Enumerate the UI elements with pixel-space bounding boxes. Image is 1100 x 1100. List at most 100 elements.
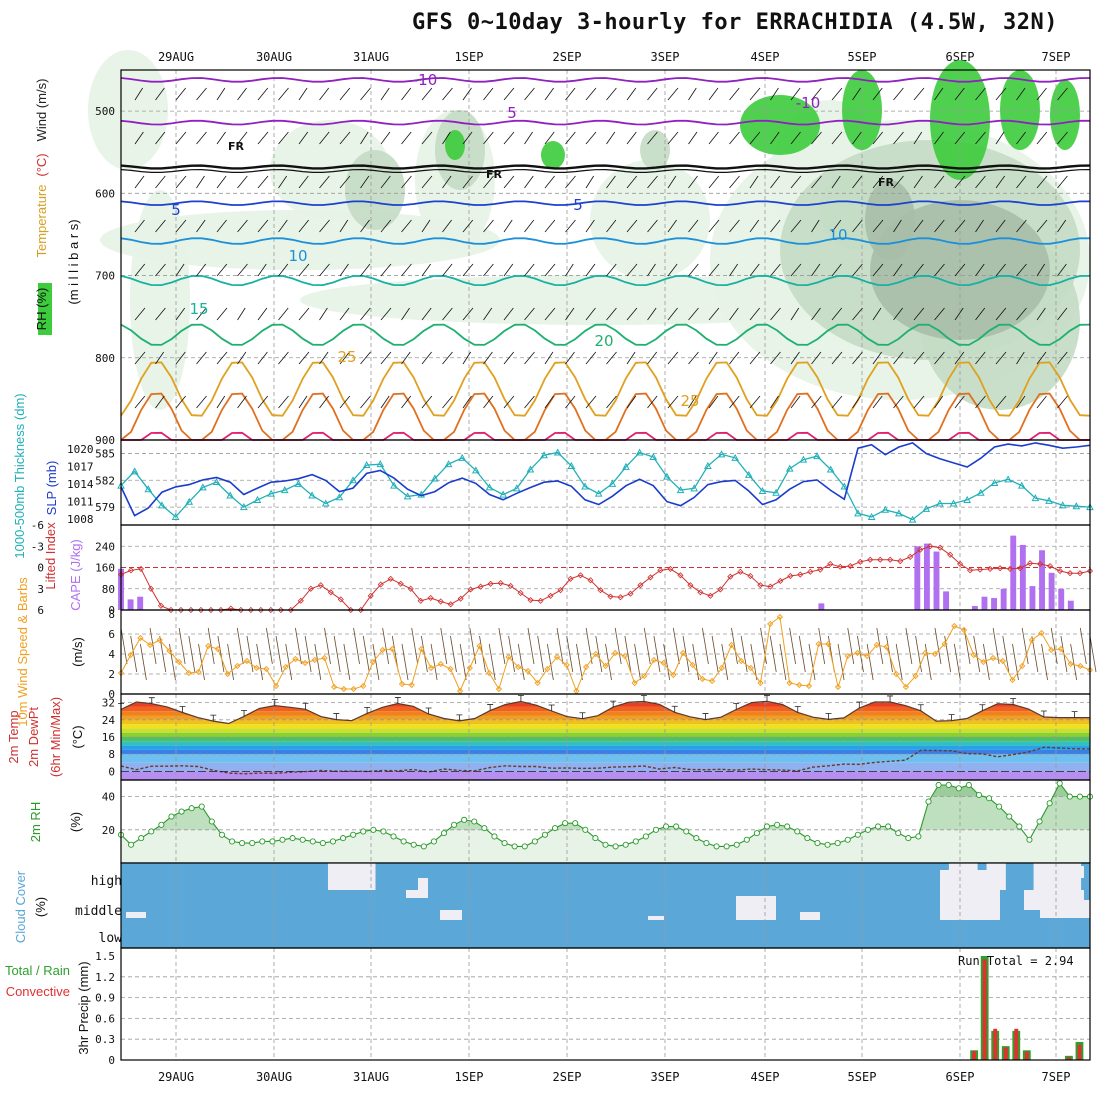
thickness-point [431,474,439,482]
wind-speed-point [311,656,318,664]
rh-point [1006,813,1013,820]
cape-bar [933,551,940,610]
thickness-point [130,467,139,475]
thickness-point [144,485,153,493]
wind-barb [667,175,677,189]
wind-barb [1016,395,1026,409]
temp-minmax-marker [1010,698,1017,705]
wind-speed-point [398,680,406,688]
wind-speed-point [592,650,599,658]
wind-speed-point [670,671,677,679]
wind-barb [134,395,146,409]
axis-label: (%) [68,812,83,832]
thickness-point [949,499,958,507]
wind-barb [1079,627,1087,665]
wind-barb [353,627,360,665]
panel-frame [120,609,1091,695]
wind-barb [770,351,781,365]
lifted-index-point [887,556,894,563]
rh-point [693,835,700,842]
wind-barb [924,643,932,681]
cloud-gap-cell [648,916,664,920]
lifted-index-point [507,582,514,589]
wind-barb [339,395,351,409]
thickness-point [854,509,862,517]
wind-barb [421,87,433,101]
wind-barb [319,219,330,233]
wind-speed-point [476,642,483,650]
wind-barb [257,87,269,101]
rh-point [158,821,165,828]
wind-barb [749,219,760,233]
wind-speed-point [708,677,716,685]
wind-barb [847,627,855,665]
wind-barb [298,131,309,145]
wind-barb [442,351,453,365]
rh-shading [345,150,405,230]
wind-barb [934,131,944,145]
wind-barb [237,175,248,189]
rh-point [521,843,528,850]
rh-point [340,835,347,842]
wind-barb [1089,635,1097,673]
wind-barb [442,263,453,277]
chart-title: GFS 0~10day 3-hourly for ERRACHIDIA (4.5… [412,10,1059,35]
wind-barb [954,175,966,189]
wind-speed-point [524,667,532,675]
rh-shading [740,95,820,155]
wind-barb [647,131,658,145]
wind-barb [995,307,1007,321]
cape-bar [943,591,950,610]
date-label-top: 1SEP [455,50,484,64]
rh-band-high [121,783,1090,797]
wind-barb [585,219,595,233]
rh-point [188,805,195,812]
wind-barb [954,87,965,101]
wind-barb [975,263,985,277]
wind-speed-point [243,657,251,665]
rh-point [168,813,175,820]
isotherm-label: 25 [680,392,699,410]
cape-bar [1029,586,1036,610]
wind-barb [913,263,924,277]
date-label-bottom: 30AUG [256,1070,292,1084]
high-cloud-cell [995,863,1006,890]
wind-speed-point [166,647,173,655]
wind-barb [188,635,196,673]
date-label-bottom: 4SEP [751,1070,780,1084]
lifted-index-point [627,590,634,597]
wind-barb [729,131,740,145]
thickness-point [867,512,876,520]
wind-barb [740,635,748,673]
wind-speed-point [844,652,851,660]
wind-barb [626,219,638,233]
wind-barb [155,131,166,145]
rh-point [1036,818,1043,825]
rh-point [299,836,306,843]
rh-point [279,836,286,843]
axis-label: 2m DewPt [26,707,41,767]
rh-point [1056,780,1063,787]
wind-barb [667,87,679,101]
y-tick-label: 700 [95,270,115,283]
wind-barb [585,87,597,101]
wind-barb [155,263,166,277]
lifted-index-point [577,572,584,579]
wind-barb [462,395,472,409]
rh-point [531,838,538,845]
isotherm-label: 5 [171,201,181,219]
wind-barb [872,87,883,101]
wind-barb [442,307,453,321]
wind-barb [1036,395,1047,409]
wind-barb [852,87,862,101]
wind-barb [667,395,679,409]
wind-barb [175,219,187,233]
thickness-point [540,451,548,459]
lifted-index-point [1017,565,1024,572]
wind-barb [401,87,412,101]
axis-label: RH (%) [34,288,49,331]
wind-barb [298,219,309,233]
wind-barb [729,395,740,409]
wind-barb [1036,87,1047,101]
wind-barb [954,307,964,321]
